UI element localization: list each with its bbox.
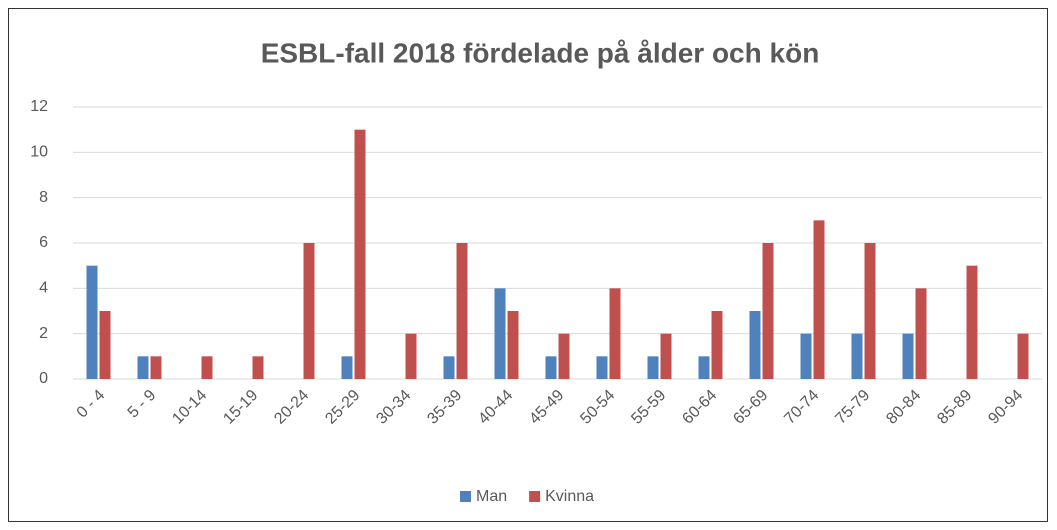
bar — [660, 333, 672, 379]
bar — [762, 243, 774, 379]
y-tick-label: 2 — [39, 325, 48, 342]
bar — [902, 333, 914, 379]
bar — [86, 265, 98, 379]
bar — [864, 243, 876, 379]
bar — [341, 356, 353, 379]
bar — [749, 311, 761, 379]
bar — [405, 333, 417, 379]
legend-label: Man — [476, 488, 507, 505]
bar — [851, 333, 863, 379]
y-tick-label: 6 — [39, 234, 48, 251]
y-tick-label: 0 — [39, 370, 48, 387]
legend-swatch — [460, 491, 471, 502]
chart-title: ESBL-fall 2018 fördelade på ålder och kö… — [261, 37, 820, 68]
bar — [137, 356, 149, 379]
chart-border — [8, 8, 1048, 522]
bar — [201, 356, 213, 379]
bar — [647, 356, 659, 379]
bar — [443, 356, 455, 379]
bar — [698, 356, 710, 379]
bar — [303, 243, 315, 379]
bar — [813, 220, 825, 379]
bar — [99, 311, 111, 379]
bar — [494, 288, 506, 379]
legend-swatch — [529, 491, 541, 502]
y-tick-label: 10 — [30, 144, 48, 161]
bar — [1017, 333, 1029, 379]
legend-label: Kvinna — [545, 488, 594, 505]
bar — [711, 311, 723, 379]
bar — [507, 311, 519, 379]
bar — [456, 243, 468, 379]
bar — [354, 129, 366, 379]
bar — [915, 288, 927, 379]
y-tick-label: 4 — [39, 280, 48, 297]
bar — [252, 356, 264, 379]
bar — [545, 356, 557, 379]
bar — [800, 333, 812, 379]
bar — [558, 333, 570, 379]
bar — [609, 288, 621, 379]
bar — [966, 265, 978, 379]
bar — [150, 356, 162, 379]
bar — [596, 356, 608, 379]
y-tick-label: 8 — [39, 189, 48, 206]
y-tick-label: 12 — [30, 98, 48, 115]
